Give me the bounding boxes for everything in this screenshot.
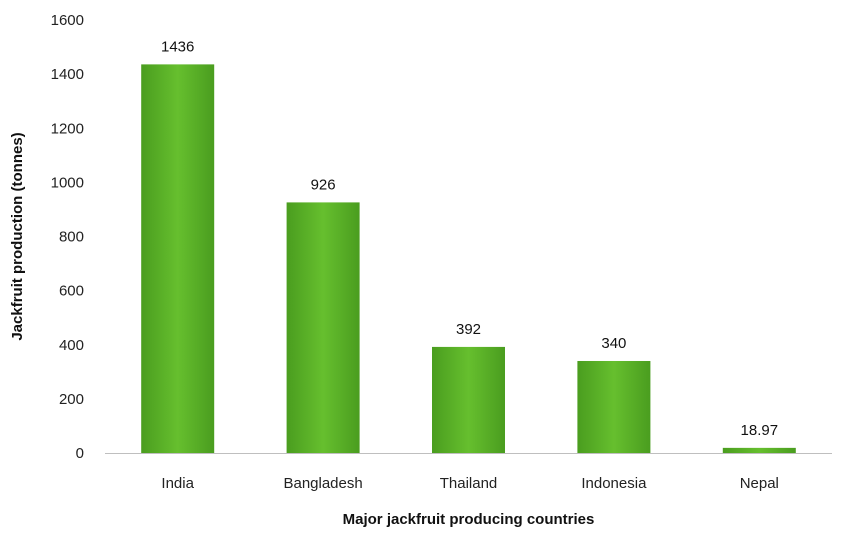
y-tick-label: 600 xyxy=(59,283,84,300)
bar xyxy=(141,64,215,453)
bar xyxy=(286,202,360,453)
x-category-label: Nepal xyxy=(740,475,779,492)
data-label: 926 xyxy=(311,176,336,193)
y-tick-label: 200 xyxy=(59,391,84,408)
x-axis-title: Major jackfruit producing countries xyxy=(343,511,595,528)
data-labels: 1436 926 392 340 18.97 xyxy=(161,38,778,438)
x-axis-categories: India Bangladesh Thailand Indonesia Nepal xyxy=(161,475,778,492)
data-label: 340 xyxy=(601,335,626,352)
y-axis-title: Jackfruit production (tonnes) xyxy=(9,132,26,340)
data-label: 1436 xyxy=(161,38,194,55)
bars xyxy=(141,64,796,453)
x-category-label: Indonesia xyxy=(581,475,647,492)
bar xyxy=(722,447,796,453)
x-category-label: India xyxy=(161,475,194,492)
x-category-label: Bangladesh xyxy=(283,475,362,492)
y-tick-label: 800 xyxy=(59,229,84,246)
x-category-label: Thailand xyxy=(440,475,498,492)
bar xyxy=(577,360,651,453)
y-tick-label: 1400 xyxy=(51,66,84,83)
bar xyxy=(432,346,505,453)
y-tick-label: 0 xyxy=(76,445,84,462)
y-tick-label: 400 xyxy=(59,337,84,354)
y-tick-label: 1000 xyxy=(51,174,84,191)
y-tick-label: 1200 xyxy=(51,120,84,137)
data-label: 392 xyxy=(456,321,481,338)
y-tick-label: 1600 xyxy=(51,12,84,29)
y-axis-ticks: 0 200 400 600 800 1000 1200 1400 1600 xyxy=(51,12,84,462)
data-label: 18.97 xyxy=(741,422,779,439)
